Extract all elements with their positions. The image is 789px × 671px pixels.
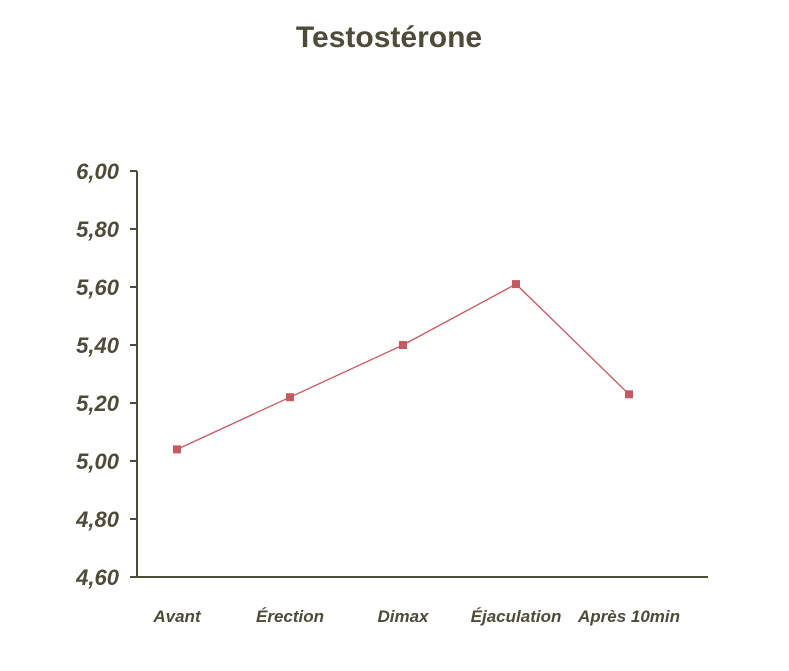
y-tick-label: 5,80 — [76, 217, 120, 242]
y-tick-label: 5,60 — [76, 275, 120, 300]
data-point — [625, 390, 633, 399]
axes — [136, 171, 708, 578]
y-tick-label: 4,80 — [75, 507, 120, 532]
chart-title: Testostérone — [296, 21, 482, 54]
x-axis-ticks: Avant Érection Dimax Éjaculation Après 10min — [152, 607, 680, 626]
y-tick-label: 5,00 — [76, 449, 120, 474]
x-tick-label: Dimax — [377, 607, 430, 626]
x-tick-label: Érection — [256, 607, 324, 626]
y-tick-label: 5,20 — [76, 391, 120, 416]
y-tick-label: 5,40 — [76, 333, 120, 358]
data-point — [512, 280, 520, 289]
y-axis-ticks: 6,00 5,80 5,60 5,40 5,20 5,00 4,80 4,60 — [75, 159, 137, 590]
series-line — [176, 283, 630, 450]
x-tick-label: Avant — [152, 607, 202, 626]
x-tick-label: Après 10min — [577, 607, 680, 626]
data-point — [399, 341, 407, 349]
x-tick-label: Éjaculation — [471, 607, 562, 626]
y-tick-label: 6,00 — [76, 159, 120, 184]
data-point — [173, 445, 181, 454]
data-point — [286, 393, 294, 402]
series-group — [173, 280, 633, 454]
y-tick-label: 4,60 — [75, 565, 120, 590]
